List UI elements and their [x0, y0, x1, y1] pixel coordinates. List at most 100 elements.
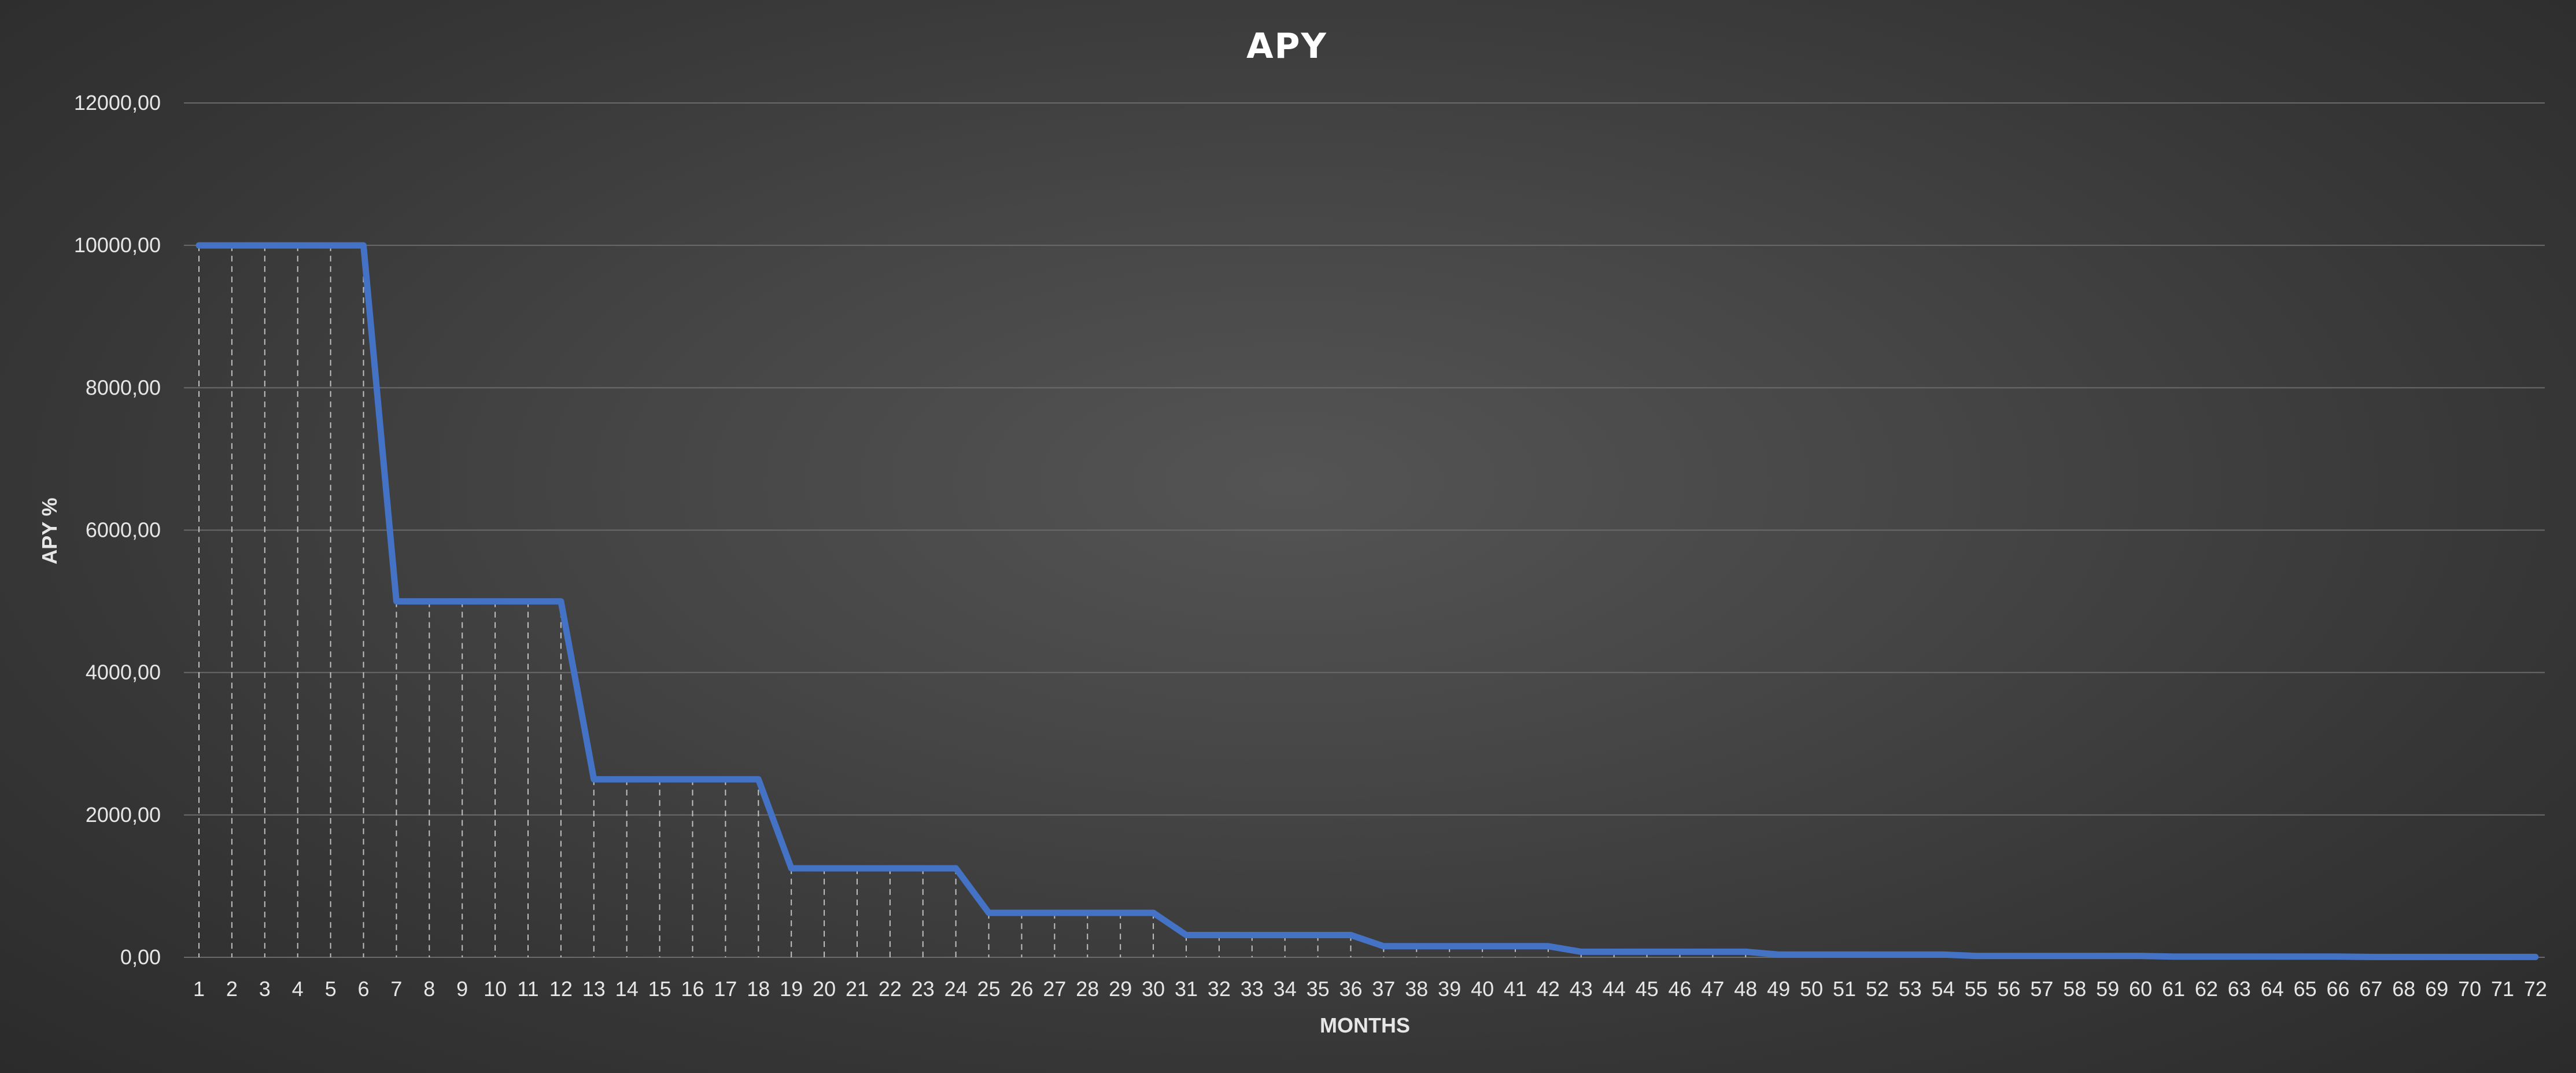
data-point	[559, 599, 563, 603]
gridlines	[184, 102, 2545, 958]
data-point	[1152, 911, 1156, 915]
data-point	[230, 244, 234, 248]
x-tick-label: 54	[1932, 977, 1955, 1001]
data-point	[1415, 944, 1419, 948]
x-tick-label: 34	[1274, 977, 1297, 1001]
x-tick-label: 66	[2326, 977, 2349, 1001]
data-point	[2435, 955, 2439, 959]
x-tick-label: 49	[1767, 977, 1790, 1001]
data-point	[1711, 950, 1715, 954]
x-tick-label: 15	[648, 977, 671, 1001]
data-point	[2073, 954, 2077, 958]
x-tick-label: 70	[2458, 977, 2481, 1001]
x-tick-label: 35	[1307, 977, 1330, 1001]
data-point	[1908, 953, 1912, 957]
data-point	[756, 777, 761, 781]
data-point	[1974, 954, 1978, 958]
data-point	[1119, 911, 1123, 915]
data-point	[1843, 953, 1846, 957]
x-axis-ticks: 1 2 3 4 5 6 7 8 9 10 11 12 13 14 15 16 17 18 19 20 21 22 23 24 2…	[193, 977, 2547, 1001]
x-tick-label: 24	[944, 977, 968, 1001]
x-tick-label: 60	[2129, 977, 2152, 1001]
x-tick-label: 8	[423, 977, 435, 1001]
y-axis-ticks: 0,00 2000,00 4000,00 6000,00 8000,00 10000,00…	[74, 91, 161, 969]
chart-title: APY	[1246, 26, 1327, 67]
x-tick-label: 65	[2294, 977, 2317, 1001]
data-point	[2237, 954, 2241, 958]
data-point	[888, 866, 892, 871]
data-point	[394, 599, 398, 603]
x-tick-label: 64	[2261, 977, 2284, 1001]
x-tick-label: 45	[1636, 977, 1659, 1001]
x-tick-label: 36	[1339, 977, 1362, 1001]
data-point	[1086, 911, 1090, 915]
data-point	[1678, 950, 1682, 954]
x-tick-label: 42	[1537, 977, 1560, 1001]
x-tick-label: 18	[747, 977, 770, 1001]
data-point	[2336, 954, 2340, 958]
data-point	[1810, 953, 1814, 957]
x-tick-label: 22	[879, 977, 902, 1001]
x-tick-label: 1	[193, 977, 205, 1001]
data-point	[2270, 954, 2274, 958]
data-point	[197, 244, 201, 248]
y-tick-label: 6000,00	[86, 518, 161, 542]
data-point	[296, 244, 300, 248]
data-point	[1316, 933, 1320, 937]
data-point	[2303, 954, 2307, 958]
data-point	[2204, 954, 2208, 958]
data-point	[1020, 911, 1024, 915]
data-point	[263, 244, 267, 248]
data-point	[361, 244, 366, 248]
data-point	[789, 866, 794, 871]
x-tick-label: 56	[1997, 977, 2020, 1001]
x-tick-label: 68	[2392, 977, 2415, 1001]
data-point	[1448, 944, 1452, 948]
data-point	[1546, 944, 1550, 948]
x-tick-label: 32	[1208, 977, 1231, 1001]
data-point	[1349, 933, 1353, 937]
x-tick-label: 37	[1372, 977, 1395, 1001]
x-tick-label: 63	[2228, 977, 2251, 1001]
data-point	[493, 599, 497, 603]
data-point	[2040, 954, 2044, 958]
x-tick-label: 12	[549, 977, 573, 1001]
data-point	[2139, 954, 2143, 958]
data-point	[1053, 911, 1057, 915]
data-point	[460, 599, 464, 603]
x-tick-label: 5	[325, 977, 337, 1001]
x-tick-label: 13	[582, 977, 606, 1001]
data-point	[1184, 933, 1188, 937]
data-point	[658, 777, 662, 781]
data-point	[2533, 955, 2537, 959]
y-tick-label: 0,00	[120, 945, 161, 969]
series-line	[195, 242, 2539, 960]
x-tick-label: 17	[714, 977, 737, 1001]
y-tick-label: 8000,00	[86, 375, 161, 399]
x-tick-label: 10	[484, 977, 507, 1001]
x-tick-label: 53	[1899, 977, 1922, 1001]
x-tick-label: 6	[357, 977, 369, 1001]
data-point	[2172, 954, 2175, 958]
x-tick-label: 59	[2096, 977, 2119, 1001]
x-tick-label: 50	[1800, 977, 1823, 1001]
data-point	[1481, 944, 1485, 948]
x-tick-label: 41	[1504, 977, 1527, 1001]
data-point	[592, 777, 596, 781]
x-tick-label: 52	[1866, 977, 1889, 1001]
x-tick-label: 2	[226, 977, 238, 1001]
data-point	[1382, 944, 1386, 948]
x-tick-label: 33	[1241, 977, 1264, 1001]
x-axis-label: MONTHS	[1320, 1013, 1410, 1037]
data-point	[1250, 933, 1254, 937]
x-tick-label: 61	[2162, 977, 2185, 1001]
data-point	[691, 777, 695, 781]
x-tick-label: 57	[2030, 977, 2053, 1001]
data-point	[1514, 944, 1517, 948]
y-tick-label: 12000,00	[74, 91, 161, 115]
data-point	[724, 777, 728, 781]
data-point	[2369, 955, 2373, 959]
data-point	[1283, 933, 1287, 937]
x-tick-label: 16	[681, 977, 704, 1001]
x-tick-label: 25	[977, 977, 1001, 1001]
